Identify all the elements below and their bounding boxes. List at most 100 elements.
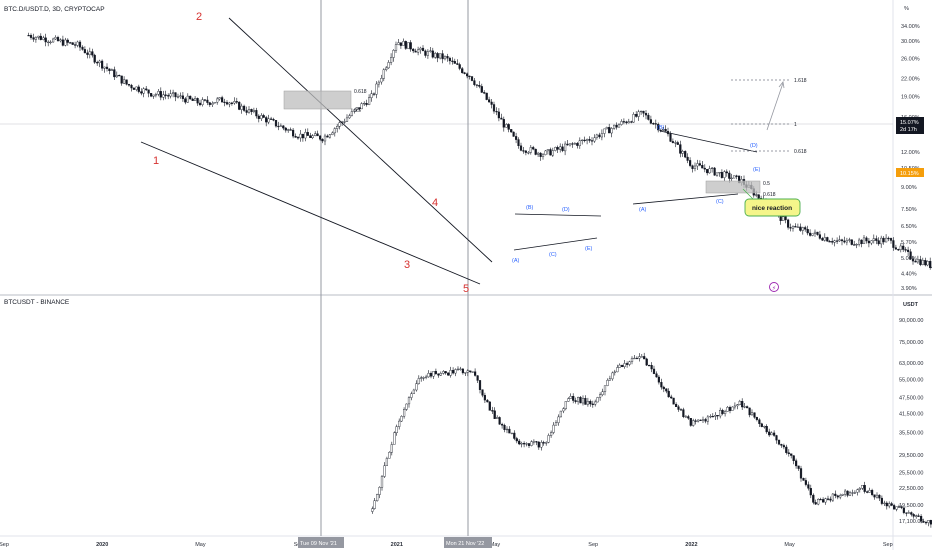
- dominance-candle-body: [848, 239, 851, 241]
- dominance-candle-body: [296, 137, 300, 139]
- dominance-candle-body: [365, 102, 368, 105]
- dominance-candle-body: [556, 147, 559, 150]
- dominance-candle-body: [56, 37, 60, 42]
- dominance-candle-body: [240, 105, 243, 110]
- sub-wave-1-e: (E): [585, 246, 593, 252]
- dominance-candle-body: [497, 111, 500, 119]
- bottom-symbol-title[interactable]: BTCUSDT - BINANCE: [4, 299, 70, 306]
- dominance-candle-body: [145, 88, 148, 91]
- dominance-candle-body: [654, 123, 657, 125]
- triangle-2-upper[interactable]: [659, 130, 758, 153]
- dominance-candle-body: [551, 150, 554, 156]
- dominance-candle-body: [600, 133, 603, 138]
- time-tick-label: May: [195, 542, 206, 548]
- dominance-candle-body: [537, 152, 540, 155]
- dominance-candle-body: [909, 251, 912, 260]
- top-symbol-title[interactable]: BTC.D/USDT.D, 3D, CRYPTOCAP: [4, 6, 105, 13]
- dominance-candle-body: [363, 102, 366, 105]
- btc-candle-body: [900, 506, 903, 508]
- dominance-candle-body: [546, 149, 549, 152]
- dominance-candle-body: [838, 239, 841, 242]
- projection-arrow[interactable]: [766, 82, 784, 131]
- btc-candle-body: [699, 419, 702, 422]
- dominance-candle-body: [270, 118, 273, 120]
- dominance-candle-body: [512, 131, 515, 137]
- time-tick-label: May: [784, 542, 795, 548]
- dominance-candle-body: [328, 134, 331, 138]
- btc-candle-body: [442, 371, 445, 374]
- dominance-candle-body: [387, 62, 390, 69]
- dominance-candle-body: [83, 49, 86, 54]
- btc-candle-body: [503, 425, 506, 430]
- btc-candle-body: [868, 490, 871, 493]
- btc-candle-body: [461, 368, 464, 374]
- sub-wave-1-d: (D): [562, 207, 570, 213]
- dominance-candle-body: [723, 171, 726, 178]
- callout-box[interactable]: [744, 198, 801, 217]
- bottom-scale-tick: 29,500.00: [899, 453, 923, 459]
- dominance-candle-body: [515, 136, 518, 140]
- dominance-candle-body: [463, 72, 466, 74]
- dominance-candle-body: [914, 260, 917, 263]
- btc-candle-body: [920, 516, 923, 522]
- dominance-candle-body: [632, 113, 635, 123]
- btc-candle-body: [493, 410, 496, 419]
- btc-candle-body: [880, 497, 883, 504]
- btc-candle-body: [790, 453, 793, 456]
- dominance-candle-body: [473, 80, 476, 85]
- top-scale-tick: 5.00%: [901, 256, 917, 262]
- bottom-price-scale[interactable]: 90,000.00 75,000.00 63,000.00 55,000.00 47,5…: [899, 318, 923, 525]
- dominance-candle-body: [88, 51, 91, 55]
- btc-candle-body: [530, 441, 533, 446]
- dominance-candle-body: [73, 44, 77, 46]
- dominance-candle-body: [816, 231, 819, 235]
- btc-candle-body: [912, 514, 915, 517]
- dominance-candle-body: [262, 115, 265, 118]
- dominance-candle-body: [475, 84, 478, 86]
- btc-candle-body: [542, 442, 545, 444]
- sub-wave-2-a: (A): [639, 207, 647, 213]
- dominance-candle-body: [495, 110, 498, 113]
- btc-candle-body: [550, 432, 553, 436]
- dominance-candle-body: [662, 128, 665, 131]
- btc-candle-body: [520, 443, 523, 445]
- dominance-candle-body: [434, 53, 437, 58]
- dominance-candle-body: [733, 175, 736, 179]
- btc-candle-body: [581, 398, 585, 404]
- dominance-candle-body: [875, 238, 878, 241]
- btc-candle-body: [432, 371, 435, 377]
- triangle-1-lower[interactable]: [513, 237, 598, 251]
- dominance-candle-body: [377, 81, 380, 85]
- dominance-candle-body: [402, 41, 405, 46]
- dominance-candle-body: [52, 38, 55, 43]
- btc-candle-body: [476, 375, 479, 381]
- dominance-candle-body: [176, 96, 180, 98]
- dominance-candle-body: [458, 64, 461, 69]
- wedge-upper-line[interactable]: [228, 17, 493, 263]
- dominance-candle-body: [693, 165, 697, 169]
- dominance-candle-body: [193, 98, 197, 101]
- btc-candle-body: [447, 372, 450, 376]
- dominance-candle-body: [137, 86, 140, 92]
- dominance-candle-body: [164, 94, 167, 96]
- fib-zone-2021[interactable]: [283, 90, 352, 110]
- btc-candle-body: [846, 490, 849, 496]
- btc-candle-body: [545, 442, 548, 444]
- btc-candle-body: [618, 364, 621, 368]
- btc-candle-body: [380, 476, 384, 488]
- fib-zone-2024[interactable]: [705, 180, 761, 194]
- alert-lightning-icon[interactable]: [769, 282, 779, 292]
- wedge-lower-line[interactable]: [140, 141, 481, 285]
- btc-candle-body: [579, 397, 582, 404]
- bottom-scale-tick: 63,000.00: [899, 361, 923, 367]
- dominance-candle-body: [86, 52, 89, 55]
- dominance-candle-body: [904, 249, 907, 251]
- dominance-candle-body: [907, 249, 910, 252]
- btc-candle-body: [496, 417, 499, 419]
- dominance-candle-body: [787, 219, 790, 228]
- triangle-2-lower[interactable]: [632, 193, 739, 205]
- btc-candle-body: [711, 416, 714, 418]
- dominance-candle-body: [196, 98, 199, 104]
- triangle-1-upper[interactable]: [514, 213, 602, 217]
